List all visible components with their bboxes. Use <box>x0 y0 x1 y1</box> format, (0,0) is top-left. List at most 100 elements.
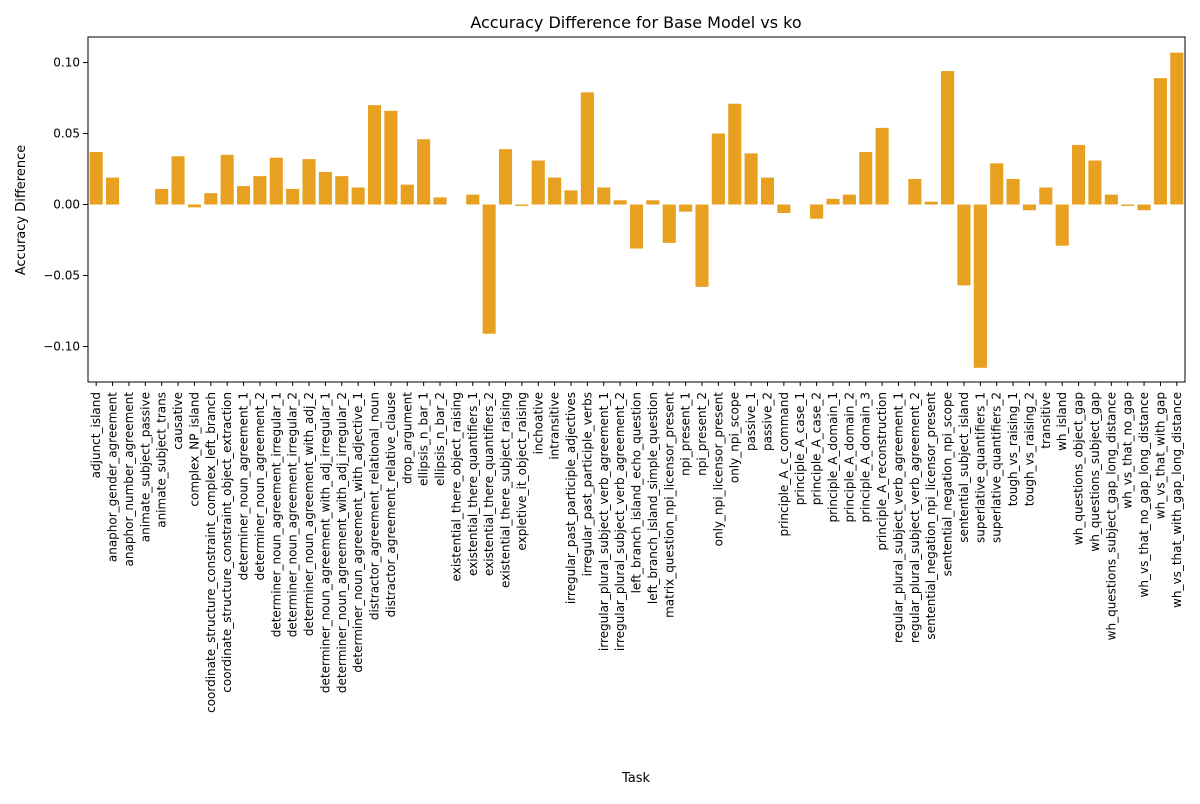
x-tick-label-animate_subject_trans: animate_subject_trans <box>155 392 169 528</box>
bar-npi_present_2 <box>695 204 709 287</box>
bar-wh_vs_that_no_gap_long_distance <box>1137 204 1151 211</box>
bar-left_branch_island_echo_question <box>629 204 644 249</box>
bar-adjunct_island <box>89 152 103 205</box>
bar-intransitive <box>548 177 562 205</box>
x-tick-label-superlative_quantifiers_2: superlative_quantifiers_2 <box>990 392 1004 543</box>
x-tick-label-adjunct_island: adjunct_island <box>89 392 103 478</box>
bar-only_npi_licensor_present <box>711 133 725 205</box>
x-tick-label-left_branch_island_echo_question: left_branch_island_echo_question <box>630 392 644 593</box>
bar-existential_there_subject_raising <box>498 149 513 205</box>
bar-principle_A_case_2 <box>810 204 824 219</box>
chart-title: Accuracy Difference for Base Model vs ko <box>470 13 801 32</box>
x-tick-label-wh_questions_subject_gap_long_distance: wh_questions_subject_gap_long_distance <box>1104 392 1118 640</box>
bar-left_branch_island_simple_question <box>646 200 660 205</box>
x-tick-label-principle_A_case_2: principle_A_case_2 <box>810 392 824 505</box>
x-axis-label: Task <box>621 771 651 786</box>
bar-only_npi_scope <box>728 103 742 205</box>
bar-determiner_noun_agreement_with_adjective_1 <box>351 187 365 205</box>
bar-principle_A_domain_2 <box>842 194 856 205</box>
x-tick-label-distractor_agreement_relational_noun: distractor_agreement_relational_noun <box>368 392 382 620</box>
x-tick-label-irregular_past_participle_adjectives: irregular_past_participle_adjectives <box>564 392 578 604</box>
x-tick-label-left_branch_island_simple_question: left_branch_island_simple_question <box>646 392 660 604</box>
bar-ellipsis_n_bar_2 <box>433 197 447 205</box>
bar-transitive <box>1039 187 1053 205</box>
x-tick-label-wh_island: wh_island <box>1055 392 1069 451</box>
bar-sentential_subject_island <box>957 204 971 286</box>
bar-irregular_plural_subject_verb_agreement_1 <box>597 187 611 205</box>
x-tick-label-animate_subject_passive: animate_subject_passive <box>138 392 152 542</box>
x-tick-label-passive_1: passive_1 <box>744 392 758 451</box>
bar-principle_A_domain_1 <box>826 198 840 205</box>
x-tick-label-determiner_noun_agreement_irregular_2: determiner_noun_agreement_irregular_2 <box>286 392 300 637</box>
x-tick-label-npi_present_1: npi_present_1 <box>679 392 693 476</box>
bar-wh_vs_that_no_gap <box>1121 204 1135 206</box>
x-tick-label-irregular_plural_subject_verb_agreement_2: irregular_plural_subject_verb_agreement_… <box>613 392 627 651</box>
bar-complex_NP_island <box>187 204 201 208</box>
bar-anaphor_gender_agreement <box>106 177 120 205</box>
bar-ellipsis_n_bar_1 <box>417 139 431 205</box>
x-tick-label-passive_2: passive_2 <box>760 392 774 451</box>
bar-regular_plural_subject_verb_agreement_2 <box>908 178 922 205</box>
plot-frame <box>87 36 1186 383</box>
bar-determiner_noun_agreement_irregular_2 <box>286 188 300 205</box>
bar-coordinate_structure_constraint_complex_left_branch <box>204 193 218 205</box>
x-tick-label-expletive_it_object_raising: expletive_it_object_raising <box>515 392 529 551</box>
bar-wh_vs_that_with_gap <box>1153 78 1167 205</box>
bar-existential_there_quantifiers_1 <box>466 194 480 205</box>
x-tick-label-anaphor_gender_agreement: anaphor_gender_agreement <box>106 392 120 562</box>
bar-expletive_it_object_raising <box>515 204 529 206</box>
bar-matrix_question_npi_licensor_present <box>662 204 676 243</box>
bar-determiner_noun_agreement_with_adj_irregular_2 <box>335 176 349 205</box>
x-tick-label-only_npi_licensor_present: only_npi_licensor_present <box>711 392 725 547</box>
x-tick-label-wh_vs_that_no_gap: wh_vs_that_no_gap <box>1121 392 1135 509</box>
bar-causative <box>171 156 185 205</box>
bar-passive_2 <box>760 177 775 205</box>
bar-tough_vs_raising_1 <box>1006 178 1020 205</box>
x-tick-label-wh_questions_object_gap: wh_questions_object_gap <box>1072 392 1086 545</box>
x-tick-label-determiner_noun_agreement_1: determiner_noun_agreement_1 <box>237 392 251 580</box>
bar-inchoative <box>531 160 545 205</box>
x-tick-label-wh_vs_that_no_gap_long_distance: wh_vs_that_no_gap_long_distance <box>1137 392 1151 597</box>
bar-determiner_noun_agreement_irregular_1 <box>269 157 283 205</box>
bar-npi_present_1 <box>679 204 693 212</box>
x-tick-label-complex_NP_island: complex_NP_island <box>187 392 201 507</box>
bar-irregular_past_participle_adjectives <box>564 190 578 205</box>
y-axis-label: Accuracy Difference <box>14 145 29 276</box>
bar-principle_A_reconstruction <box>875 127 889 205</box>
bar-sentential_negation_npi_scope <box>941 71 955 205</box>
x-tick-label-determiner_noun_agreement_with_adj_irregular_1: determiner_noun_agreement_with_adj_irreg… <box>318 392 332 693</box>
x-tick-label-wh_vs_that_with_gap: wh_vs_that_with_gap <box>1153 392 1167 519</box>
bar-wh_island <box>1055 204 1069 246</box>
bar-coordinate_structure_constraint_object_extraction <box>220 154 234 205</box>
y-axis-ticks: −0.10 −0.05 0.00 0.05 0.10 <box>43 56 88 354</box>
bar-distractor_agreement_relative_clause <box>384 110 398 205</box>
x-tick-label-principle_A_case_1: principle_A_case_1 <box>793 392 807 505</box>
x-tick-label-npi_present_2: npi_present_2 <box>695 392 709 476</box>
bar-passive_1 <box>744 153 758 205</box>
x-tick-label-tough_vs_raising_2: tough_vs_raising_2 <box>1022 392 1036 506</box>
x-tick-label-matrix_question_npi_licensor_present: matrix_question_npi_licensor_present <box>662 392 676 618</box>
x-tick-label-only_npi_scope: only_npi_scope <box>728 392 742 483</box>
x-tick-label-transitive: transitive <box>1039 392 1053 449</box>
x-tick-label-principle_A_reconstruction: principle_A_reconstruction <box>875 392 889 551</box>
bar-wh_vs_that_with_gap_long_distance <box>1170 52 1184 205</box>
x-tick-label-regular_plural_subject_verb_agreement_1: regular_plural_subject_verb_agreement_1 <box>891 392 905 643</box>
x-tick-label-sentential_subject_island: sentential_subject_island <box>957 392 971 543</box>
x-tick-label-superlative_quantifiers_1: superlative_quantifiers_1 <box>973 392 987 543</box>
bar-irregular_past_participle_verbs <box>580 92 594 205</box>
x-tick-label-existential_there_quantifiers_2: existential_there_quantifiers_2 <box>482 392 496 576</box>
bar-principle_A_c_command <box>777 204 791 214</box>
x-tick-label-intransitive: intransitive <box>548 392 562 460</box>
bar-existential_there_quantifiers_2 <box>482 204 496 334</box>
x-tick-label-sentential_negation_npi_licensor_present: sentential_negation_npi_licensor_present <box>924 392 938 640</box>
x-tick-label-determiner_noun_agreement_2: determiner_noun_agreement_2 <box>253 392 267 580</box>
x-tick-label-principle_A_domain_2: principle_A_domain_2 <box>842 392 856 523</box>
bar-wh_questions_object_gap <box>1072 144 1086 205</box>
y-tick-label: −0.05 <box>43 269 80 283</box>
x-axis-ticks: adjunct_island anaphor_gender_agreement an… <box>89 382 1184 713</box>
x-tick-label-irregular_past_participle_verbs: irregular_past_participle_verbs <box>580 392 594 576</box>
y-tick-label: 0.00 <box>53 198 80 212</box>
x-tick-label-coordinate_structure_constraint_complex_left_branch: coordinate_structure_constraint_complex_… <box>204 392 218 713</box>
